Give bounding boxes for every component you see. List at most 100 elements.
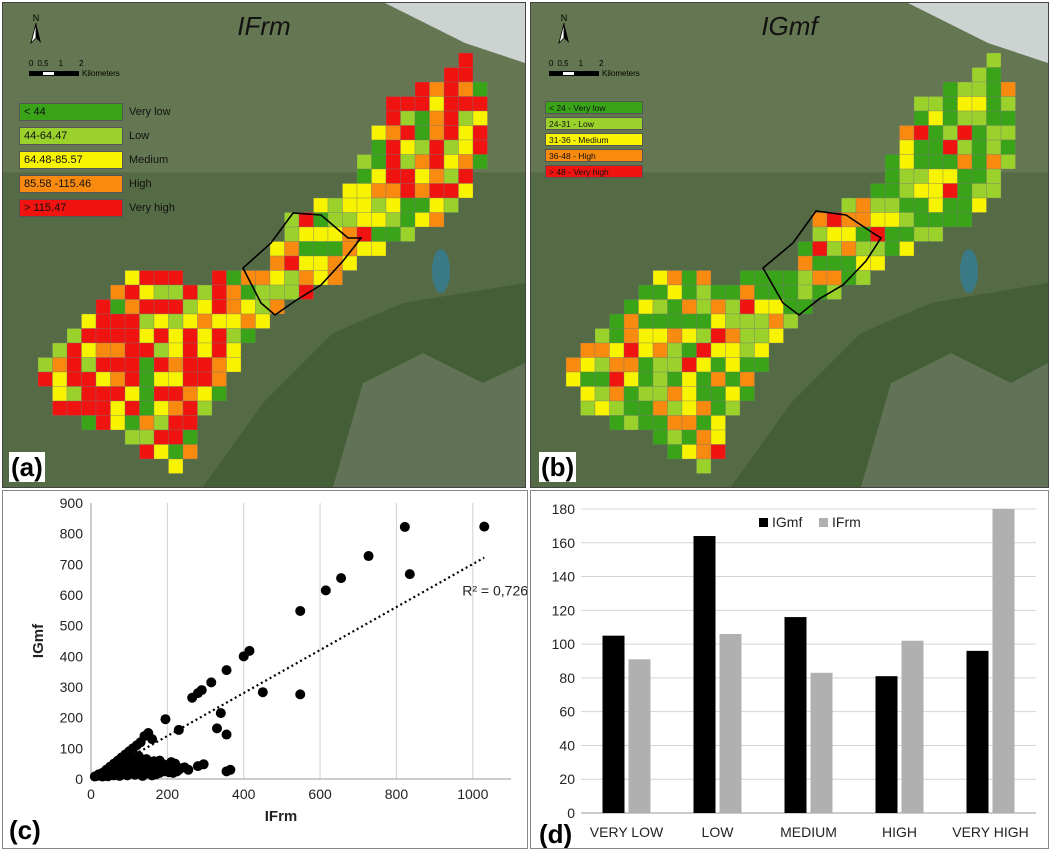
map-cell xyxy=(696,386,712,402)
map-cell xyxy=(110,415,126,431)
north-arrow-icon: N xyxy=(29,13,43,47)
map-cell xyxy=(594,342,610,358)
map-cell xyxy=(754,313,770,329)
map-cell xyxy=(594,357,610,373)
map-cell xyxy=(313,255,329,271)
map-cell xyxy=(371,226,387,242)
map-cell xyxy=(899,168,915,184)
map-cell xyxy=(725,328,741,344)
map-cell xyxy=(725,400,741,416)
map-cell xyxy=(696,415,712,431)
map-cell xyxy=(971,125,987,141)
map-cell xyxy=(400,183,416,199)
map-cell xyxy=(826,226,842,242)
map-cell xyxy=(696,400,712,416)
legend-item: 31-36 - Medium xyxy=(545,133,643,146)
map-cell xyxy=(942,183,958,199)
map-cell xyxy=(429,139,445,155)
map-cell xyxy=(913,96,929,112)
map-cell xyxy=(681,299,697,315)
map-cell xyxy=(385,197,401,213)
legend-item: 64.48-85.57 Medium xyxy=(19,151,175,169)
scatter-point xyxy=(221,729,232,740)
map-cell xyxy=(81,313,97,329)
map-cell xyxy=(458,96,474,112)
scale-bar: 0 0,5 1 2 Kilometers xyxy=(549,59,640,78)
map-cell xyxy=(429,110,445,126)
map-cell xyxy=(725,342,741,358)
map-cell xyxy=(957,125,973,141)
map-cell xyxy=(681,400,697,416)
map-igmf xyxy=(531,3,1048,487)
map-cell xyxy=(342,255,358,271)
map-cell xyxy=(986,110,1002,126)
map-cell xyxy=(725,357,741,373)
map-cell xyxy=(681,328,697,344)
scale-unit: Kilometers xyxy=(82,69,120,78)
map-cell xyxy=(870,197,886,213)
panel-label-d: (d) xyxy=(539,819,573,849)
map-cell xyxy=(400,96,416,112)
y-tick-label: 60 xyxy=(559,704,575,720)
lake xyxy=(960,249,978,293)
map-cell xyxy=(110,400,126,416)
scatter-point xyxy=(160,714,171,725)
x-category-label: HIGH xyxy=(882,824,917,840)
map-cell xyxy=(52,357,68,373)
basin-outline xyxy=(761,210,883,317)
map-cell xyxy=(725,313,741,329)
bar-panel: 0 20 40 60 80 100 120 140 160 180 VERY LOW LOW MEDIU… xyxy=(530,490,1049,849)
map-cell xyxy=(342,241,358,257)
map-cell xyxy=(400,197,416,213)
scatter-point xyxy=(149,756,159,767)
map-cell xyxy=(609,400,625,416)
legend-item: > 115.47 Very high xyxy=(19,199,175,217)
legend-desc: Medium xyxy=(129,154,169,166)
map-cell xyxy=(884,154,900,170)
y-tick-label: 200 xyxy=(60,710,84,726)
map-cell xyxy=(385,226,401,242)
map-cell xyxy=(928,125,944,141)
map-cell xyxy=(739,342,755,358)
map-cell xyxy=(638,299,654,315)
map-cell xyxy=(913,212,929,228)
map-cell xyxy=(870,226,886,242)
map-cell xyxy=(696,371,712,387)
map-cell xyxy=(52,400,68,416)
map-cell xyxy=(783,270,799,286)
map-cell xyxy=(458,52,474,68)
map-cell xyxy=(226,313,242,329)
map-cell xyxy=(356,241,372,257)
map-cell xyxy=(580,371,596,387)
map-cell xyxy=(443,96,459,112)
map-cell xyxy=(472,125,488,141)
map-cell xyxy=(371,139,387,155)
map-cell xyxy=(957,110,973,126)
map-cell xyxy=(986,154,1002,170)
map-cell xyxy=(414,139,430,155)
map-cell xyxy=(884,168,900,184)
map-cell xyxy=(696,357,712,373)
map-cell xyxy=(928,212,944,228)
map-cell xyxy=(913,125,929,141)
rock-ridge xyxy=(333,353,525,487)
map-cell xyxy=(124,357,140,373)
map-cell xyxy=(139,342,155,358)
map-cell xyxy=(913,226,929,242)
map-cell xyxy=(623,386,639,402)
map-cell xyxy=(710,429,726,445)
map-cell xyxy=(638,328,654,344)
bar-ifrm xyxy=(901,640,924,813)
map-cell xyxy=(754,299,770,315)
map-cell xyxy=(565,357,581,373)
map-cell xyxy=(298,241,314,257)
forest-slope xyxy=(731,283,1048,487)
map-cell xyxy=(95,313,111,329)
map-cell xyxy=(913,168,929,184)
map-cell xyxy=(652,270,668,286)
map-cell xyxy=(928,226,944,242)
basin-outline xyxy=(242,212,363,317)
map-cell xyxy=(182,444,198,460)
map-cell xyxy=(139,284,155,300)
panel-label-c: (c) xyxy=(9,815,41,845)
